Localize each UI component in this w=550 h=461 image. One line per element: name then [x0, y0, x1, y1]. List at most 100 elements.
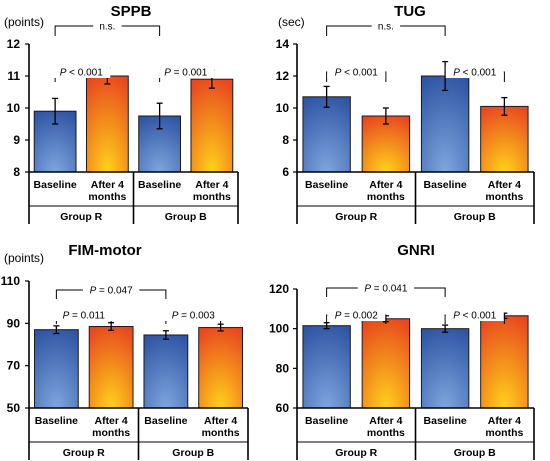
x-tick-label: After 4	[488, 179, 521, 191]
significance-label: n.s.	[378, 22, 394, 33]
significance-label-bg	[82, 284, 140, 296]
y-tick-label: 90	[7, 316, 21, 330]
y-axis-unit: (points)	[4, 15, 44, 29]
significance-label-bg	[445, 66, 504, 78]
x-tick-label: After 4	[369, 179, 402, 191]
significance-label: P = 0.011	[63, 311, 106, 322]
significance-label: P = 0.041	[364, 284, 408, 295]
significance-label: P = 0.002	[335, 311, 379, 322]
significance-label-bg	[327, 66, 386, 78]
chart-panel-fim-motor: FIM-motor (points) 50 70 90 110 Baseline After …	[1, 242, 249, 460]
group-label: Group B	[172, 447, 214, 459]
bar-baseline	[143, 334, 189, 409]
y-tick-label: 11	[7, 69, 20, 83]
y-tick-label: 50	[7, 401, 21, 415]
significance-label: P = 0.003	[172, 311, 216, 322]
x-tick-label: Baseline	[144, 415, 187, 427]
y-tick-label: 70	[7, 359, 21, 373]
y-tick-label: 12	[276, 69, 290, 83]
x-tick-label: months	[367, 427, 405, 439]
bar-after	[85, 75, 129, 173]
y-tick-label: 120	[269, 282, 289, 296]
bar-after	[88, 326, 134, 409]
x-tick-label: Baseline	[305, 179, 348, 191]
bar-after	[361, 115, 411, 173]
significance-label-bg	[445, 309, 504, 321]
x-tick-label: Baseline	[305, 415, 348, 427]
significance-label-bg	[156, 66, 215, 78]
y-tick-label: 12	[7, 37, 21, 51]
significance-label: P < 0.001	[60, 68, 104, 79]
y-tick-label: 8	[282, 133, 289, 147]
x-tick-label: months	[92, 427, 130, 439]
y-tick-label: 100	[269, 322, 289, 336]
x-tick-label: Baseline	[424, 179, 467, 191]
x-tick-label: After 4	[91, 179, 124, 191]
chart-title: SPPB	[111, 3, 152, 20]
bar-baseline	[33, 329, 79, 409]
y-tick-label: 110	[1, 274, 21, 288]
x-tick-label: Baseline	[34, 179, 77, 191]
group-label: Group R	[60, 211, 102, 223]
significance-label-bg	[357, 282, 415, 294]
bar-after	[480, 105, 529, 173]
y-tick-label: 10	[7, 101, 21, 115]
significance-label-bg	[164, 309, 223, 321]
group-label: Group B	[165, 211, 207, 223]
chart-title: FIM-motor	[68, 242, 141, 259]
y-tick-label: 14	[276, 37, 290, 51]
y-tick-label: 60	[276, 401, 290, 415]
x-tick-label: months	[202, 427, 240, 439]
significance-label-bg	[52, 66, 111, 78]
x-tick-label: After 4	[204, 415, 237, 427]
x-tick-label: months	[193, 191, 231, 203]
y-tick-label: 80	[276, 361, 290, 375]
x-tick-label: months	[485, 191, 523, 203]
group-label: Group B	[454, 447, 496, 459]
bar-after	[480, 315, 529, 409]
y-tick-label: 9	[13, 133, 20, 147]
x-tick-label: Baseline	[138, 179, 181, 191]
y-tick-label: 10	[276, 101, 290, 115]
bar-after	[198, 327, 244, 409]
significance-label-bg	[371, 20, 401, 32]
bar-baseline	[302, 96, 351, 173]
bar-after	[190, 78, 234, 173]
group-label: Group R	[63, 447, 105, 459]
significance-label: n.s.	[99, 22, 115, 33]
y-axis-unit: (sec)	[278, 15, 305, 29]
x-tick-label: After 4	[369, 415, 402, 427]
x-tick-label: months	[88, 191, 126, 203]
chart-title: GNRI	[397, 242, 435, 259]
group-label: Group R	[335, 447, 377, 459]
x-tick-label: Baseline	[35, 415, 78, 427]
y-axis-unit: (points)	[4, 251, 44, 265]
chart-title: TUG	[394, 3, 426, 20]
significance-label: P = 0.001	[164, 68, 208, 79]
group-label: Group R	[335, 211, 377, 223]
significance-label: P < 0.001	[453, 68, 497, 79]
x-tick-label: After 4	[94, 415, 127, 427]
x-tick-label: After 4	[488, 415, 521, 427]
bar-after	[361, 318, 411, 409]
bar-baseline	[302, 325, 351, 409]
significance-label: P < 0.001	[335, 68, 379, 79]
significance-label-bg	[327, 309, 386, 321]
bar-baseline	[420, 328, 470, 409]
significance-label-bg	[93, 20, 122, 32]
y-tick-label: 6	[282, 165, 289, 179]
group-label: Group B	[454, 211, 496, 223]
x-tick-label: After 4	[195, 179, 228, 191]
x-tick-label: months	[485, 427, 523, 439]
significance-label: P < 0.001	[453, 311, 497, 322]
x-tick-label: Baseline	[424, 415, 467, 427]
significance-label: P = 0.047	[90, 286, 134, 297]
y-tick-label: 8	[13, 165, 20, 179]
x-tick-label: months	[367, 191, 405, 203]
bar-baseline	[420, 75, 470, 173]
significance-label-bg	[54, 309, 113, 321]
